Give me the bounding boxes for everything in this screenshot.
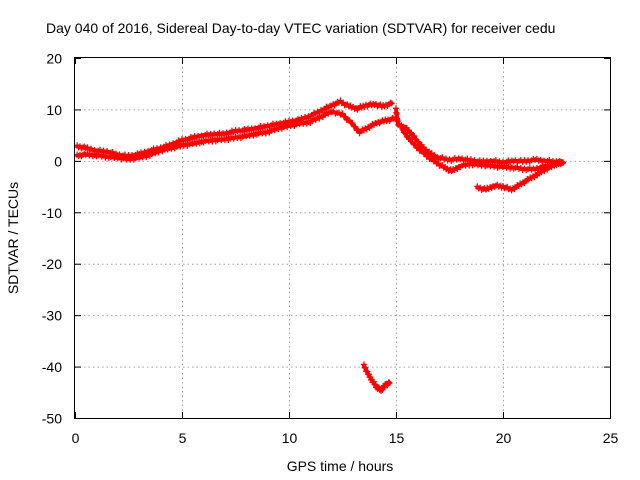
y-tick-label: -30 (42, 308, 62, 324)
plot-frame (74, 57, 611, 419)
data-point (360, 361, 367, 368)
y-tick-label: 0 (54, 153, 62, 169)
data-point (411, 133, 418, 139)
data-point (399, 125, 406, 132)
data-point (388, 100, 395, 107)
series-band (75, 99, 394, 159)
series-main-trace-lower (74, 108, 397, 163)
data-point (339, 110, 346, 117)
series-outlier-segment (360, 361, 393, 394)
x-tick-label: 10 (282, 430, 298, 446)
data-point (385, 379, 392, 386)
data-point (406, 135, 413, 142)
x-tick-label: 5 (179, 430, 187, 446)
data-point (557, 158, 564, 165)
y-tick-label: -10 (42, 205, 62, 221)
data-point (349, 120, 356, 127)
x-tick-label: 15 (389, 430, 405, 446)
x-axis-label: GPS time / hours (287, 458, 394, 474)
y-tick-label: 20 (46, 51, 62, 67)
x-tick-label: 25 (603, 430, 619, 446)
series-late-loop (474, 158, 564, 194)
y-tick-label: -20 (42, 256, 62, 272)
series-descent-and-tail (393, 105, 566, 167)
data-point (407, 129, 414, 136)
data-point (352, 123, 359, 130)
y-tick-label: 10 (46, 102, 62, 118)
data-point (412, 141, 419, 148)
y-axis-label: SDTVAR / TECUs (5, 182, 21, 294)
y-tick-label: -50 (42, 411, 62, 427)
x-tick-label: 0 (72, 430, 80, 446)
data-point (342, 113, 349, 120)
data-point (402, 130, 409, 137)
data-point (415, 138, 422, 145)
series-main-trace-upper (74, 97, 395, 160)
data-point (556, 160, 563, 166)
tick-layer: 0 5 10 15 20 25 -50 -40 -30 -20 -10 0 10 20 (42, 51, 619, 447)
data-point (409, 138, 416, 145)
y-tick-label: -40 (42, 359, 62, 375)
data-point (362, 364, 369, 371)
data-point (386, 380, 393, 387)
x-tick-label: 20 (496, 430, 512, 446)
data-layer (74, 97, 566, 394)
chart-title: Day 040 of 2016, Sidereal Day-to-day VTE… (46, 20, 555, 36)
series-band (394, 107, 565, 165)
